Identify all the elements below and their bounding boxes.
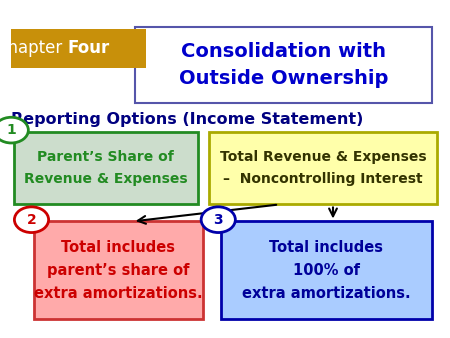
Text: 3: 3 [213, 213, 223, 227]
Text: Total Revenue & Expenses
–  Noncontrolling Interest: Total Revenue & Expenses – Noncontrollin… [220, 150, 426, 186]
FancyBboxPatch shape [220, 221, 432, 319]
Text: Four: Four [68, 39, 110, 57]
Text: 2: 2 [27, 213, 36, 227]
FancyBboxPatch shape [209, 132, 436, 204]
FancyBboxPatch shape [34, 221, 202, 319]
FancyBboxPatch shape [135, 27, 432, 103]
Circle shape [14, 207, 49, 233]
FancyBboxPatch shape [11, 29, 146, 68]
Text: 1: 1 [6, 123, 16, 137]
Text: Consolidation with
Outside Ownership: Consolidation with Outside Ownership [179, 42, 388, 88]
Circle shape [0, 117, 28, 143]
Circle shape [201, 207, 235, 233]
Text: Reporting Options (Income Statement): Reporting Options (Income Statement) [11, 113, 364, 127]
FancyBboxPatch shape [14, 132, 198, 204]
Text: Total includes
100% of
extra amortizations.: Total includes 100% of extra amortizatio… [242, 240, 410, 301]
Text: Parent’s Share of
Revenue & Expenses: Parent’s Share of Revenue & Expenses [24, 150, 188, 186]
Text: Chapter: Chapter [0, 39, 68, 57]
Text: Total includes
parent’s share of
extra amortizations.: Total includes parent’s share of extra a… [34, 240, 202, 301]
